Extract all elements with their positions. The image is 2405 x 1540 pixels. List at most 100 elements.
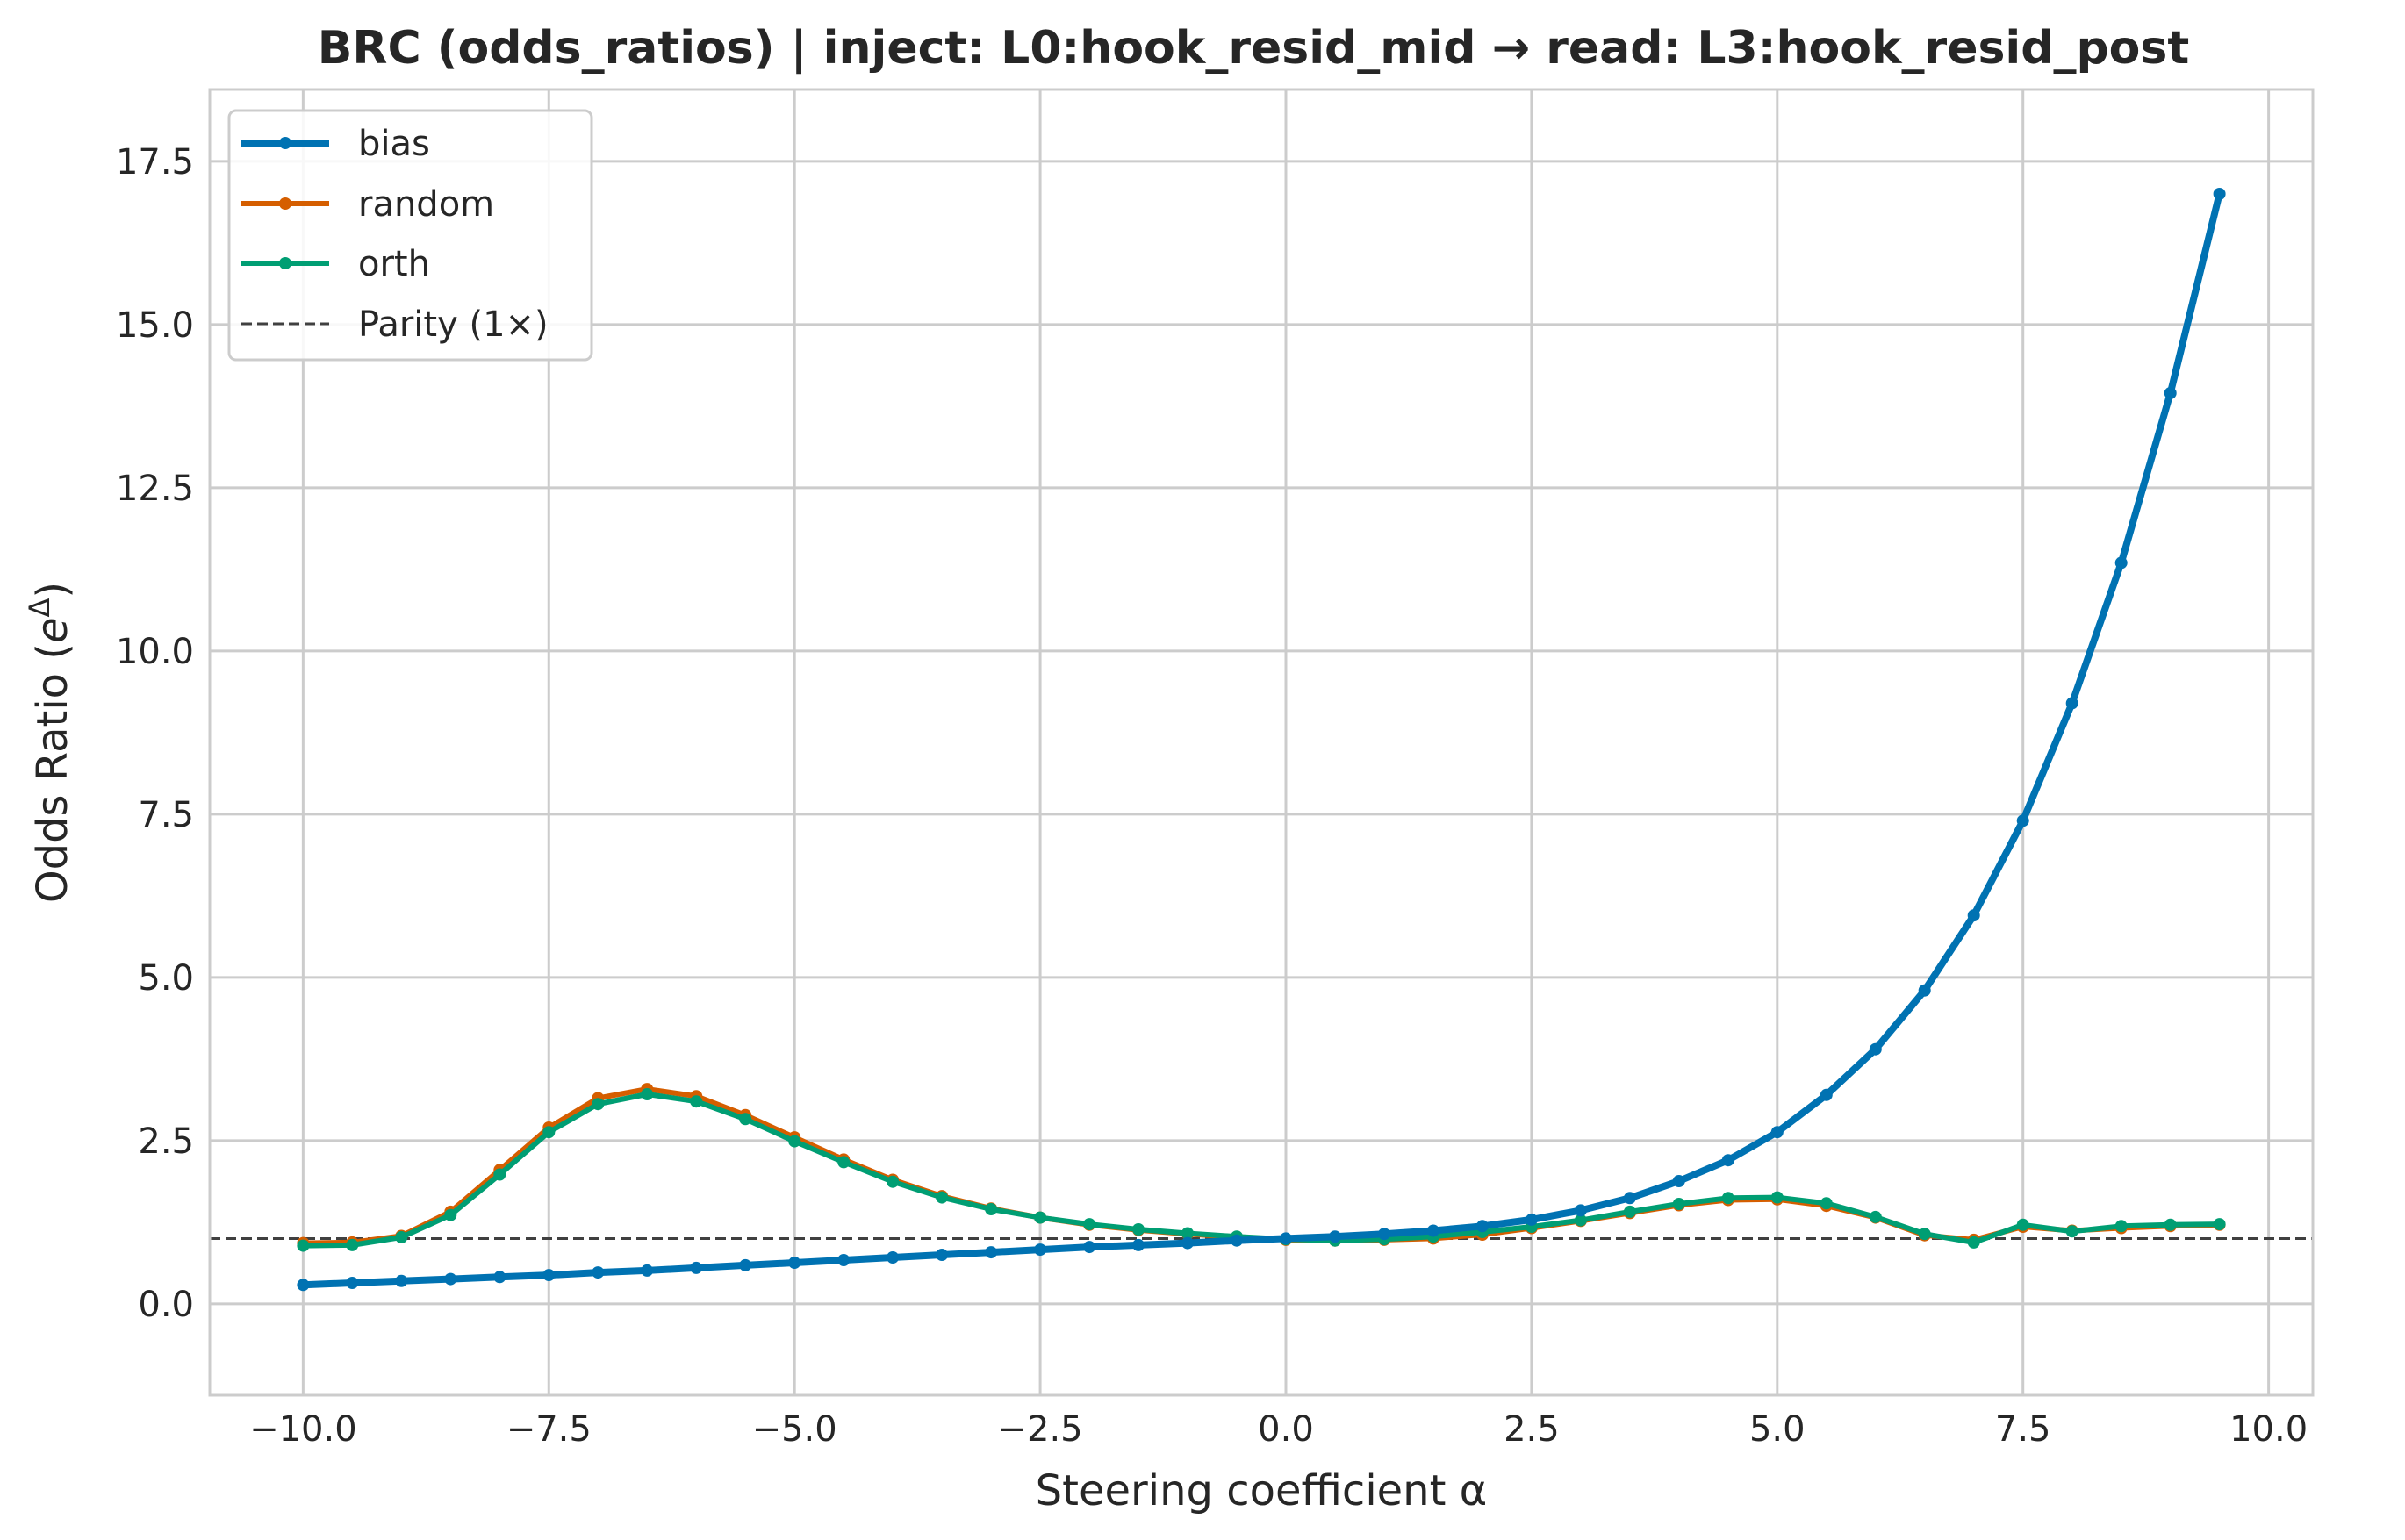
data-point-orth bbox=[2016, 1218, 2029, 1231]
y-axis-label-superscript: Δ bbox=[23, 598, 56, 617]
data-point-bias bbox=[739, 1258, 752, 1271]
legend-marker bbox=[279, 137, 291, 149]
legend-label: orth bbox=[358, 244, 430, 284]
legend-label: random bbox=[358, 184, 494, 225]
data-point-bias bbox=[1967, 909, 1980, 922]
data-point-bias bbox=[2114, 556, 2128, 569]
data-point-bias bbox=[493, 1271, 506, 1284]
data-point-bias bbox=[1672, 1175, 1685, 1187]
data-point-orth bbox=[1672, 1198, 1685, 1210]
data-point-orth bbox=[2164, 1218, 2177, 1231]
y-tick-label: 5.0 bbox=[138, 958, 194, 999]
x-tick-label: −2.5 bbox=[998, 1409, 1083, 1450]
data-point-orth bbox=[592, 1098, 605, 1111]
data-point-orth bbox=[936, 1191, 949, 1204]
data-point-bias bbox=[1475, 1220, 1489, 1233]
data-point-orth bbox=[2213, 1218, 2226, 1231]
y-tick-label: 12.5 bbox=[116, 469, 194, 509]
series-layer bbox=[297, 188, 2226, 1292]
data-point-bias bbox=[1869, 1042, 1882, 1056]
data-point-bias bbox=[1525, 1213, 1538, 1226]
x-tick-label: 10.0 bbox=[2229, 1409, 2308, 1450]
data-point-bias bbox=[542, 1269, 556, 1282]
legend-box bbox=[227, 109, 593, 362]
chart-title: BRC (odds_ratios) | inject: L0:hook_resi… bbox=[318, 22, 2189, 75]
data-point-orth bbox=[1132, 1223, 1145, 1236]
data-point-orth bbox=[444, 1208, 457, 1221]
data-point-orth bbox=[1721, 1192, 1734, 1205]
data-point-bias bbox=[1280, 1232, 1292, 1245]
data-point-bias bbox=[837, 1254, 851, 1266]
data-point-bias bbox=[346, 1277, 359, 1289]
data-point-orth bbox=[1967, 1236, 1980, 1249]
y-tick-label: 10.0 bbox=[116, 632, 194, 672]
y-tick-labels: 0.0 2.5 5.0 7.5 10.0 12.5 15.0 17.5 bbox=[116, 142, 194, 1325]
data-point-orth bbox=[1770, 1191, 1784, 1204]
data-point-bias bbox=[985, 1246, 998, 1259]
data-point-bias bbox=[788, 1257, 801, 1269]
data-point-orth bbox=[1918, 1228, 1931, 1241]
legend-item-bias: bias bbox=[241, 124, 430, 164]
data-point-bias bbox=[1378, 1228, 1390, 1241]
x-tick-label: 7.5 bbox=[1995, 1409, 2051, 1450]
x-tick-label: −7.5 bbox=[506, 1409, 592, 1450]
data-point-orth bbox=[690, 1095, 703, 1108]
x-tick-label: 5.0 bbox=[1749, 1409, 1806, 1450]
data-point-bias bbox=[1574, 1204, 1587, 1217]
series-line-bias bbox=[299, 190, 2223, 1289]
y-tick-label: 17.5 bbox=[116, 142, 194, 183]
data-point-orth bbox=[641, 1088, 654, 1100]
data-point-bias bbox=[936, 1249, 949, 1261]
data-point-bias bbox=[1181, 1236, 1194, 1250]
data-point-bias bbox=[592, 1266, 605, 1279]
legend-label: bias bbox=[358, 124, 430, 164]
y-tick-label: 7.5 bbox=[138, 795, 194, 835]
data-point-orth bbox=[542, 1126, 556, 1139]
data-point-bias bbox=[2213, 188, 2226, 200]
data-point-bias bbox=[1231, 1234, 1243, 1247]
data-point-bias bbox=[1329, 1230, 1341, 1243]
legend-marker bbox=[279, 197, 291, 210]
data-point-orth bbox=[1083, 1218, 1096, 1231]
data-point-bias bbox=[887, 1251, 900, 1264]
y-tick-label: 2.5 bbox=[138, 1121, 194, 1162]
data-point-bias bbox=[1820, 1088, 1833, 1101]
data-point-bias bbox=[297, 1279, 310, 1292]
data-point-orth bbox=[2065, 1225, 2078, 1238]
data-point-bias bbox=[1034, 1243, 1047, 1257]
x-tick-label: 2.5 bbox=[1504, 1409, 1560, 1450]
legend-item-parity: Parity (1×) bbox=[241, 304, 549, 345]
x-tick-label: 0.0 bbox=[1258, 1409, 1314, 1450]
data-point-bias bbox=[1426, 1224, 1439, 1237]
x-tick-labels: −10.0 −7.5 −5.0 −2.5 0.0 2.5 5.0 7.5 10.0 bbox=[249, 1409, 2308, 1450]
data-point-orth bbox=[788, 1135, 801, 1148]
x-axis-label: Steering coefficient α bbox=[1036, 1466, 1488, 1515]
y-tick-label: 15.0 bbox=[116, 305, 194, 346]
data-point-orth bbox=[887, 1175, 900, 1188]
y-axis-label: Odds Ratio (eΔ) bbox=[23, 582, 77, 903]
data-point-bias bbox=[2164, 387, 2177, 399]
legend-label: Parity (1×) bbox=[358, 304, 549, 345]
legend: bias random orth Parity (1×) bbox=[227, 109, 593, 362]
legend-marker bbox=[279, 257, 291, 269]
data-point-bias bbox=[1918, 984, 1931, 997]
data-point-orth bbox=[1181, 1227, 1194, 1240]
data-point-orth bbox=[985, 1203, 998, 1215]
data-point-bias bbox=[395, 1274, 408, 1287]
data-point-orth bbox=[1820, 1197, 1833, 1210]
data-point-bias bbox=[1132, 1238, 1145, 1251]
grid bbox=[210, 90, 2313, 1395]
legend-item-random: random bbox=[241, 184, 494, 225]
data-point-orth bbox=[1034, 1211, 1047, 1224]
data-point-bias bbox=[1721, 1154, 1734, 1167]
data-point-orth bbox=[1869, 1210, 1882, 1223]
y-axis-label-end: ) bbox=[28, 582, 77, 598]
legend-item-orth: orth bbox=[241, 244, 430, 284]
data-point-orth bbox=[2114, 1220, 2128, 1233]
y-axis-label-main: Odds Ratio ( bbox=[28, 643, 77, 903]
data-point-bias bbox=[1623, 1192, 1636, 1205]
data-point-bias bbox=[690, 1261, 703, 1274]
data-point-orth bbox=[1574, 1214, 1587, 1227]
data-point-bias bbox=[1770, 1126, 1784, 1139]
